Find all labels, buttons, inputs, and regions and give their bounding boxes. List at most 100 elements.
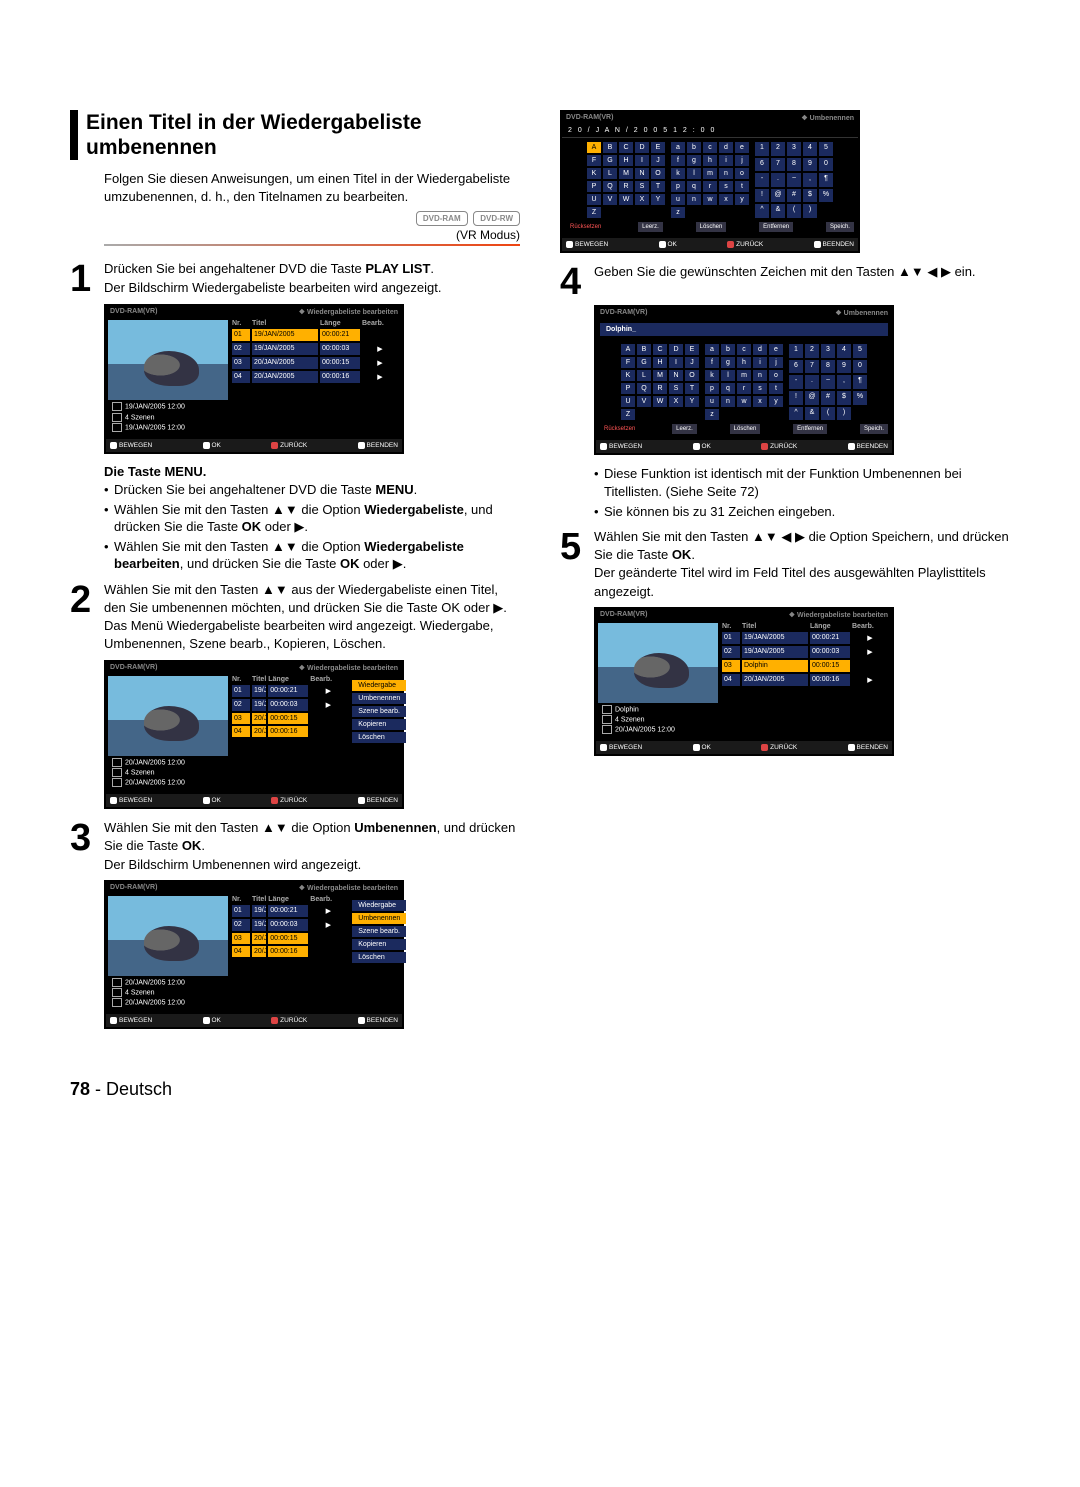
- meta-time: 20/JAN/2005 12:00: [112, 778, 224, 788]
- list-item: Wählen Sie mit den Tasten ▲▼ die Option …: [104, 538, 520, 573]
- key: f: [705, 357, 719, 368]
- table-row: 0320/JAN/200500:00:15: [230, 931, 348, 944]
- foot-back: ZURÜCK: [271, 442, 307, 449]
- key: G: [637, 357, 651, 368]
- table-row: 0119/JAN/200500:00:21▶: [230, 683, 348, 697]
- key: S: [669, 383, 683, 394]
- key: E: [685, 344, 699, 355]
- screenshot-playlist-3: DVD-RAM(VR)Wiedergabeliste bearbeiten 20…: [104, 880, 404, 1030]
- key: D: [669, 344, 683, 355]
- key: a: [705, 344, 719, 355]
- foot-back: ZURÜCK: [727, 241, 763, 248]
- key: C: [653, 344, 667, 355]
- key: ^: [755, 204, 769, 218]
- key: o: [735, 168, 749, 179]
- fn-reset: Rücksetzen: [566, 222, 605, 232]
- key: P: [621, 383, 635, 394]
- meta-scenes: 4 Szenen: [602, 715, 714, 725]
- table-row: 0219/JAN/200500:00:03▶: [230, 697, 348, 711]
- key: I: [635, 155, 649, 166]
- key: W: [653, 396, 667, 407]
- key: N: [635, 168, 649, 179]
- playlist-table: Nr.TitelLängeBearb. 0119/JAN/200500:00:2…: [230, 896, 348, 1010]
- key: C: [619, 142, 633, 153]
- foot-back: ZURÜCK: [271, 1017, 307, 1024]
- key: #: [787, 189, 801, 203]
- foot-ok: OK: [693, 744, 711, 751]
- ctx-copy: Kopieren: [352, 939, 406, 950]
- step1-b: PLAY LIST: [365, 261, 430, 276]
- key: Q: [603, 181, 617, 192]
- screenshot-playlist-5: DVD-RAM(VR)Wiedergabeliste bearbeiten Do…: [594, 607, 894, 757]
- foot-exit: BEENDEN: [358, 797, 398, 804]
- screenshot-keyboard-1: DVD-RAM(VR)Umbenennen 2 0 / J A N / 2 0 …: [560, 110, 860, 253]
- key: i: [753, 357, 767, 368]
- key: B: [603, 142, 617, 153]
- key: 3: [821, 344, 835, 358]
- ss-device: DVD-RAM(VR): [566, 114, 613, 122]
- key: M: [653, 370, 667, 381]
- key: 8: [821, 360, 835, 374]
- key: j: [769, 357, 783, 368]
- ctx-rename: Umbenennen: [352, 693, 406, 704]
- key: k: [671, 168, 685, 179]
- list-item: Sie können bis zu 31 Zeichen eingeben.: [594, 503, 1010, 521]
- key: r: [737, 383, 751, 394]
- key: b: [687, 142, 701, 153]
- key: l: [687, 168, 701, 179]
- key: o: [769, 370, 783, 381]
- foot-ok: OK: [203, 797, 221, 804]
- key: f: [671, 155, 685, 166]
- fn-save: Speich.: [826, 222, 854, 232]
- key: y: [769, 396, 783, 407]
- th-title: Titel: [252, 320, 318, 327]
- key: A: [621, 344, 635, 355]
- table-row: 0119/JAN/200500:00:21▶: [230, 327, 400, 341]
- key: R: [619, 181, 633, 192]
- key: h: [703, 155, 717, 166]
- key: 1: [789, 344, 803, 358]
- ss-device: DVD-RAM(VR): [110, 308, 157, 316]
- step5-a: Wählen Sie mit den Tasten ▲▼ ◀ ▶ die Opt…: [594, 529, 1009, 562]
- key: w: [703, 194, 717, 205]
- key: g: [721, 357, 735, 368]
- key: ~: [787, 173, 801, 187]
- context-menu: Wiedergabe Umbenennen Szene bearb. Kopie…: [350, 676, 408, 790]
- fn-save: Speich.: [860, 424, 888, 434]
- foot-move: BEWEGEN: [600, 443, 642, 450]
- foot-move: BEWEGEN: [600, 744, 642, 751]
- key: !: [755, 189, 769, 203]
- meta-time: 20/JAN/2005 12:00: [602, 725, 714, 735]
- ctx-play: Wiedergabe: [352, 900, 406, 911]
- key: z: [705, 409, 719, 420]
- key: h: [737, 357, 751, 368]
- menu-subhead: Die Taste MENU.: [104, 464, 520, 479]
- key: J: [685, 357, 699, 368]
- ss-device: DVD-RAM(VR): [110, 664, 157, 672]
- foot-ok: OK: [203, 1017, 221, 1024]
- step-number: 5: [560, 528, 594, 566]
- step3-d: OK: [182, 838, 202, 853]
- key: y: [735, 194, 749, 205]
- preview-meta: Dolphin 4 Szenen 20/JAN/2005 12:00: [598, 703, 718, 737]
- key: e: [735, 142, 749, 153]
- accent-rule: [104, 244, 520, 246]
- foot-back: ZURÜCK: [761, 744, 797, 751]
- key: 5: [819, 142, 833, 156]
- key: 8: [787, 158, 801, 172]
- ctx-play: Wiedergabe: [352, 680, 406, 691]
- table-row: 0219/JAN/200500:00:03▶: [720, 644, 890, 658]
- step-2: 2 Wählen Sie mit den Tasten ▲▼ aus der W…: [70, 581, 520, 654]
- key: N: [669, 370, 683, 381]
- key: 2: [805, 344, 819, 358]
- step3-e: .: [201, 838, 205, 853]
- step5-d: Der geänderte Titel wird im Feld Titel d…: [594, 565, 986, 598]
- key: c: [703, 142, 717, 153]
- step5-b: OK: [672, 547, 692, 562]
- ss-device: DVD-RAM(VR): [600, 309, 647, 317]
- key: x: [719, 194, 733, 205]
- footer-lang: Deutsch: [106, 1079, 172, 1099]
- preview-thumb: [108, 896, 228, 976]
- th-nr: Nr.: [232, 320, 250, 327]
- table-row: 0219/JAN/200500:00:03▶: [230, 917, 348, 931]
